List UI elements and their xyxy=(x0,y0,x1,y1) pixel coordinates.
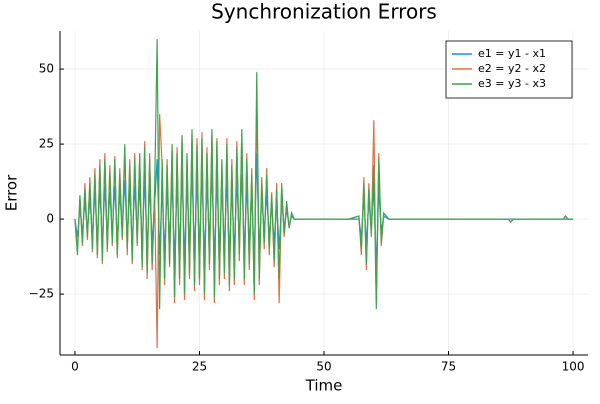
series-line xyxy=(74,39,574,310)
y-tick-label: 25 xyxy=(39,137,54,151)
legend: e1 = y1 - x1 e2 = y2 - x2 e3 = y3 - x3 xyxy=(445,40,573,99)
y-axis-label: Error xyxy=(3,174,21,211)
x-tick-label: 50 xyxy=(316,360,331,374)
y-tick-label: −25 xyxy=(29,287,54,301)
x-tick-label: 25 xyxy=(192,360,207,374)
legend-label: e1 = y1 - x1 xyxy=(478,47,546,60)
x-axis-label: Time xyxy=(305,377,343,395)
legend-label: e3 = y3 - x3 xyxy=(478,77,546,90)
x-tick-label: 0 xyxy=(71,360,79,374)
y-tick-label: 0 xyxy=(46,212,54,226)
chart-title: Synchronization Errors xyxy=(211,0,437,24)
x-tick-label: 75 xyxy=(441,360,456,374)
x-tick-label: 100 xyxy=(562,360,585,374)
legend-label: e2 = y2 - x2 xyxy=(478,62,546,75)
y-tick-label: 50 xyxy=(39,62,54,76)
